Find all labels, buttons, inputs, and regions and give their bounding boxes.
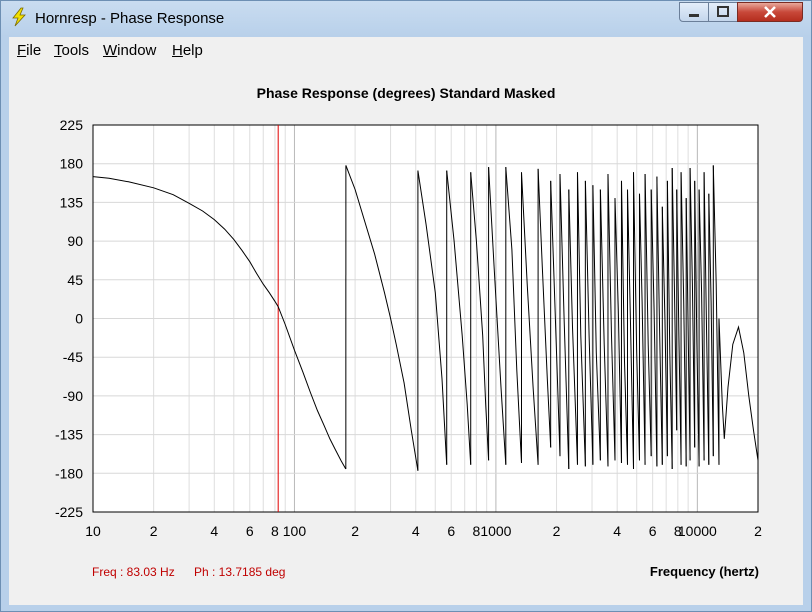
phase-curve-segment xyxy=(559,173,570,470)
y-tick-label: -45 xyxy=(63,349,83,365)
phase-curve-segment xyxy=(639,193,646,465)
x-tick-label: 8 xyxy=(674,523,682,539)
minimize-icon xyxy=(689,14,699,17)
phase-curve-segment xyxy=(621,180,628,465)
phase-curve-segment xyxy=(446,170,472,465)
x-axis-label: Frequency (hertz) xyxy=(649,564,759,579)
menu-window[interactable]: Window xyxy=(103,42,157,59)
phase-curve-segment xyxy=(650,189,658,467)
title-bar[interactable]: Hornresp - Phase Response xyxy=(1,1,811,35)
phase-curve-segment xyxy=(488,167,507,465)
minimize-button[interactable] xyxy=(679,2,709,22)
phase-curve-segment xyxy=(550,180,561,457)
x-tick-label: 4 xyxy=(412,523,420,539)
phase-curve-segment xyxy=(712,165,720,465)
phase-curve-segment xyxy=(345,165,419,471)
y-tick-label: 0 xyxy=(75,311,83,327)
phase-curve-segment xyxy=(703,172,710,465)
x-tick-label: 2 xyxy=(150,523,158,539)
window-title: Hornresp - Phase Response xyxy=(35,10,225,27)
phase-curve-segment xyxy=(718,318,759,461)
x-tick-label: 2 xyxy=(754,523,762,539)
x-tick-label: 4 xyxy=(613,523,621,539)
phase-curve-segment xyxy=(470,172,490,461)
menu-help[interactable]: Help xyxy=(172,42,203,59)
y-tick-label: -225 xyxy=(55,504,83,520)
phase-curve-segment xyxy=(685,198,691,461)
phase-curve-segment xyxy=(633,172,640,461)
phase-curve-segment xyxy=(568,189,578,465)
phase-curve-segment xyxy=(614,198,622,464)
phase-curve-segment xyxy=(627,189,634,470)
y-tick-label: 45 xyxy=(67,272,83,288)
frequency-readout: Freq : 83.03 Hz xyxy=(92,565,175,579)
phase-curve-segment xyxy=(537,168,552,448)
phase-curve-segment xyxy=(680,172,687,467)
phase-curve-segment xyxy=(521,172,539,465)
phase-curve-segment xyxy=(92,176,347,470)
phase-curve-segment xyxy=(708,193,714,457)
chart-title: Phase Response (degrees) Standard Masked xyxy=(256,85,556,101)
x-tick-label: 1000 xyxy=(480,523,511,539)
phase-curve-segment xyxy=(644,173,652,457)
x-tick-label: 4 xyxy=(210,523,218,539)
x-tick-label: 6 xyxy=(447,523,455,539)
y-tick-label: 90 xyxy=(67,233,83,249)
y-tick-label: -90 xyxy=(63,388,83,404)
phase-curve-segment xyxy=(689,167,696,448)
menu-file[interactable]: File xyxy=(17,42,42,59)
phase-curve-segment xyxy=(599,189,609,467)
close-icon xyxy=(764,6,776,18)
phase-curve-segment xyxy=(656,176,663,465)
phase-readout: Ph : 13.7185 deg xyxy=(194,565,286,579)
phase-curve-segment xyxy=(607,173,616,461)
x-tick-label: 100 xyxy=(283,523,307,539)
phase-curve-segment xyxy=(698,189,705,461)
phase-curve-segment xyxy=(666,180,673,470)
y-tick-label: 135 xyxy=(60,194,84,210)
close-button[interactable] xyxy=(737,2,803,22)
x-tick-label: 10 xyxy=(85,523,101,539)
x-tick-label: 2 xyxy=(553,523,561,539)
phase-curve-segment xyxy=(417,170,448,465)
y-tick-label: 225 xyxy=(60,117,84,133)
y-tick-label: -180 xyxy=(55,465,83,481)
menu-bar: File Tools Window Help xyxy=(9,37,803,63)
x-tick-label: 8 xyxy=(271,523,279,539)
phase-curve-segment xyxy=(661,206,668,457)
x-tick-label: 8 xyxy=(472,523,480,539)
lightning-icon xyxy=(12,7,26,27)
phase-curve-segment xyxy=(676,189,682,465)
x-tick-label: 6 xyxy=(649,523,657,539)
x-tick-label: 2 xyxy=(351,523,359,539)
phase-curve-segment xyxy=(671,167,678,431)
phase-curve-segment xyxy=(592,185,601,461)
phase-curve-segment xyxy=(505,167,522,464)
y-tick-label: -135 xyxy=(55,427,83,443)
x-tick-label: 6 xyxy=(246,523,254,539)
menu-tools[interactable]: Tools xyxy=(54,42,90,59)
phase-curve-segment xyxy=(694,180,700,467)
plot-frame xyxy=(92,124,759,513)
phase-curve-segment xyxy=(584,180,594,465)
x-tick-label: 10000 xyxy=(678,523,717,539)
phase-curve-segment xyxy=(577,172,586,467)
maximize-icon xyxy=(717,6,729,17)
y-tick-label: 180 xyxy=(60,156,84,172)
